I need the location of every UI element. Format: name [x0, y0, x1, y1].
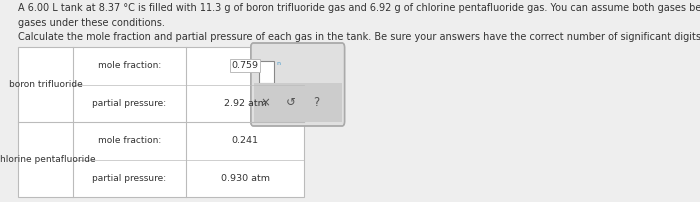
Text: ?: ? — [313, 96, 319, 109]
Text: ↺: ↺ — [286, 96, 296, 109]
Text: mole fraction:: mole fraction: — [98, 136, 161, 145]
Bar — [259, 61, 274, 83]
Text: 0.930 atm: 0.930 atm — [220, 174, 270, 183]
Text: 0.241: 0.241 — [232, 136, 258, 145]
FancyBboxPatch shape — [251, 43, 344, 126]
Text: A 6.00 L tank at 8.37 °C is filled with 11.3 g of boron trifluoride gas and 6.92: A 6.00 L tank at 8.37 °C is filled with … — [18, 3, 700, 13]
Text: partial pressure:: partial pressure: — [92, 174, 167, 183]
Bar — [253, 83, 342, 122]
Text: Calculate the mole fraction and partial pressure of each gas in the tank. Be sur: Calculate the mole fraction and partial … — [18, 32, 700, 42]
Text: mole fraction:: mole fraction: — [98, 61, 161, 70]
Text: 2.92 atm: 2.92 atm — [223, 99, 267, 108]
Text: chlorine pentafluoride: chlorine pentafluoride — [0, 155, 96, 164]
Text: gases under these conditions.: gases under these conditions. — [18, 18, 164, 28]
Bar — [18, 47, 304, 197]
Text: 0.759: 0.759 — [232, 61, 258, 70]
Text: ×: × — [261, 96, 271, 109]
Text: partial pressure:: partial pressure: — [92, 99, 167, 108]
Text: n: n — [276, 61, 281, 66]
Text: boron trifluoride: boron trifluoride — [9, 80, 83, 89]
